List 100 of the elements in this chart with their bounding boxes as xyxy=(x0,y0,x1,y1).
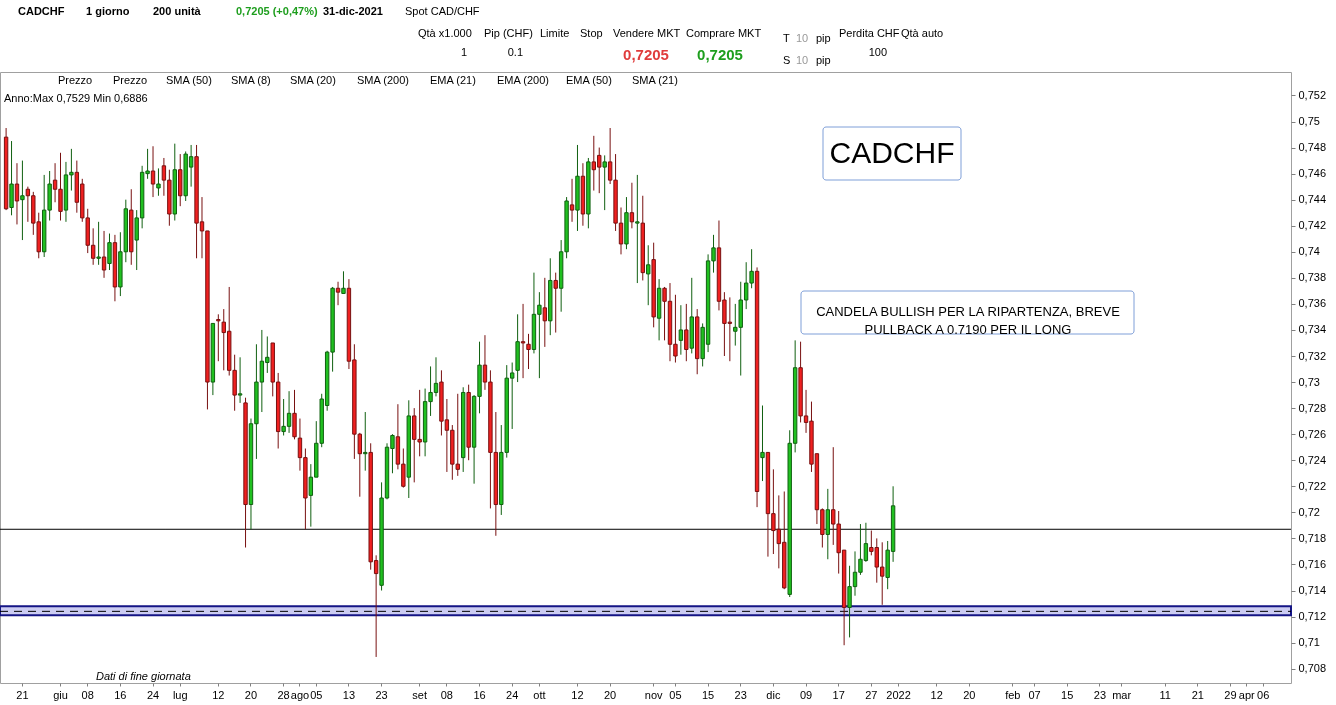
x-tick-label: 28 xyxy=(277,688,290,701)
annotation: Anno:Max 0,7529 Min 0,6886 xyxy=(4,92,148,104)
candlestick xyxy=(96,221,101,266)
text: S xyxy=(783,54,791,66)
candlestick xyxy=(520,303,526,379)
y-tick-label: 0,742 xyxy=(1298,219,1327,232)
candlestick xyxy=(363,411,368,472)
annotation: Dati di fine giornata xyxy=(96,670,191,682)
candlestick xyxy=(216,313,221,362)
x-tick-label: 12 xyxy=(212,688,225,701)
y-tick-label: 0,724 xyxy=(1298,453,1327,466)
candlestick xyxy=(20,160,25,241)
text: 0.1 xyxy=(507,46,523,58)
x-tick-label: 20 xyxy=(963,688,976,701)
candlestick xyxy=(9,140,14,216)
candlestick xyxy=(684,303,689,362)
x-tick-label: ott xyxy=(533,688,546,701)
annotation: SMA (200) xyxy=(357,74,409,86)
x-tick-label: 09 xyxy=(799,688,813,701)
x-tick-label: 20 xyxy=(244,688,258,701)
text: T xyxy=(783,32,790,44)
annotation: SMA (8) xyxy=(231,74,271,86)
x-tick-label: 13 xyxy=(342,688,356,701)
candlestick xyxy=(602,154,607,211)
candlestick xyxy=(101,230,107,279)
y-tick-label: 0,718 xyxy=(1298,531,1327,544)
candlestick xyxy=(542,277,548,348)
candlestick xyxy=(237,356,243,404)
x-tick-label: 23 xyxy=(734,688,747,701)
y-tick-label: 0,73 xyxy=(1298,375,1320,388)
text: pip xyxy=(816,54,831,66)
text: 200 unità xyxy=(153,5,202,17)
text: Stop xyxy=(580,27,603,39)
x-tick-label: 27 xyxy=(865,688,878,701)
x-tick-label: 05 xyxy=(669,688,682,701)
annotation: Prezzo xyxy=(113,74,148,86)
text: Vendere MKT xyxy=(613,27,681,39)
candlestick xyxy=(150,145,156,198)
text: Comprare MKT xyxy=(686,27,762,39)
candlestick xyxy=(646,244,651,306)
y-tick-label: 0,75 xyxy=(1298,115,1320,128)
candlestick xyxy=(569,178,575,223)
candlestick xyxy=(14,162,20,225)
candlestick xyxy=(526,333,531,370)
y-tick-label: 0,744 xyxy=(1298,193,1327,206)
x-tick-label: 11 xyxy=(1159,688,1171,701)
x-tick-label: 17 xyxy=(832,688,845,701)
x-tick-label: 06 xyxy=(1257,688,1270,701)
text: 100 xyxy=(868,46,887,58)
x-tick-label: 23 xyxy=(375,688,388,701)
text: 0,7205 xyxy=(623,46,669,63)
y-tick-label: 0,732 xyxy=(1298,349,1327,362)
candlestick xyxy=(760,405,765,482)
annotation: SMA (50) xyxy=(166,74,212,86)
annotation: EMA (50) xyxy=(566,74,612,86)
y-tick-label: 0,736 xyxy=(1298,297,1327,310)
x-tick-label: 23 xyxy=(1093,688,1107,701)
annotation: SMA (21) xyxy=(632,74,678,86)
text: 31-dic-2021 xyxy=(323,5,383,17)
text: CADCHF xyxy=(829,136,955,169)
candlestick xyxy=(341,270,346,294)
text: Qtà auto xyxy=(901,27,944,39)
x-tick-label: 12 xyxy=(571,688,584,701)
x-tick-label: 2022 xyxy=(886,688,911,701)
y-tick-label: 0,734 xyxy=(1298,323,1327,336)
x-tick-label: 24 xyxy=(506,688,519,701)
annotation: EMA (21) xyxy=(430,74,476,86)
x-tick-label: apr xyxy=(1238,688,1256,701)
y-tick-label: 0,746 xyxy=(1298,167,1327,180)
x-tick-label: feb xyxy=(1005,688,1021,701)
x-tick-label: 15 xyxy=(701,688,715,701)
y-tick-label: 0,728 xyxy=(1298,401,1327,414)
x-tick-label: 21 xyxy=(16,688,29,701)
text: Qtà x1.000 xyxy=(418,27,472,39)
x-tick-label: 05 xyxy=(310,688,323,701)
annotation: CANDELA BULLISH PER LA RIPARTENZA, BREVE PULLBACK A 0.7190 PER IL LONG xyxy=(816,304,1121,337)
candlestick xyxy=(629,182,635,229)
x-tick-label: set xyxy=(412,688,428,701)
annotation: SMA (20) xyxy=(290,74,336,86)
y-tick-label: 0,748 xyxy=(1298,141,1327,154)
x-tick-label: 24 xyxy=(146,688,160,701)
candlestick xyxy=(335,281,341,306)
x-tick-label: mar xyxy=(1112,688,1132,701)
y-tick-label: 0,72 xyxy=(1298,505,1320,518)
y-tick-label: 0,714 xyxy=(1298,584,1327,596)
y-tick-label: 0,752 xyxy=(1298,88,1327,101)
candlestick xyxy=(553,272,558,334)
y-tick-label: 0,708 xyxy=(1298,662,1327,675)
text: 1 giorno xyxy=(86,5,130,17)
candlestick xyxy=(635,174,640,284)
candlestick xyxy=(107,233,112,271)
y-tick-label: 0,726 xyxy=(1298,427,1327,440)
annotation: EMA (200) xyxy=(497,74,549,86)
x-tick-label: giu xyxy=(53,688,68,701)
text: CADCHF xyxy=(18,5,65,17)
text: Limite xyxy=(540,27,570,39)
text: 1 xyxy=(460,46,467,58)
text: 0,7205 (+0,47%) xyxy=(236,5,318,17)
x-tick-label: 08 xyxy=(81,688,94,701)
text: Spot CAD/CHF xyxy=(405,5,480,17)
